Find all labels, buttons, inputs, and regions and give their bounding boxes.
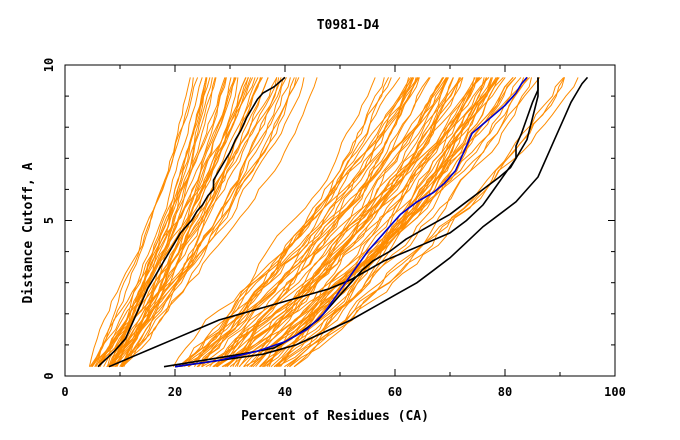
- y-tick-label: 5: [42, 217, 56, 224]
- model-curve-left: [88, 77, 194, 367]
- model-curve-right: [196, 77, 420, 368]
- x-tick-label: 100: [604, 385, 626, 399]
- model-curve-right: [215, 77, 460, 367]
- model-curve-right: [243, 77, 500, 368]
- model-curve-left: [99, 77, 227, 367]
- x-axis-label: Percent of Residues (CA): [241, 409, 429, 424]
- model-curve-right: [188, 77, 376, 368]
- series-line-4: [174, 76, 528, 368]
- model-curve-left: [111, 77, 297, 367]
- model-curve-left: [107, 77, 235, 367]
- model-curve-left: [121, 77, 291, 368]
- model-curve-left: [119, 77, 259, 367]
- model-curve-left: [90, 77, 226, 368]
- x-tick-label: 0: [61, 385, 68, 399]
- model-curve-right: [274, 77, 479, 368]
- model-curve-right: [198, 77, 390, 368]
- series-line-0: [97, 76, 286, 368]
- model-curve-right: [205, 77, 490, 368]
- model-curve-right: [225, 77, 464, 368]
- model-curve-right: [201, 77, 415, 367]
- plot-area: [88, 76, 589, 368]
- model-curve-left: [109, 77, 247, 367]
- model-curve-right: [172, 77, 419, 367]
- model-curve-right: [239, 77, 454, 367]
- model-curve-right: [226, 77, 462, 368]
- y-tick-label: 10: [42, 58, 56, 72]
- model-curve-left: [109, 77, 216, 367]
- axes: 0 20 40 60 80 100 0 5 10: [42, 58, 626, 399]
- model-curve-right: [268, 77, 475, 367]
- x-tick-label: 40: [278, 385, 292, 399]
- y-axis-label: Distance Cutoff, A: [21, 162, 36, 303]
- model-curve-right: [180, 77, 410, 368]
- model-curve-right: [264, 77, 485, 368]
- model-curve-left: [98, 77, 207, 367]
- x-tick-label: 20: [168, 385, 182, 399]
- model-curve-left: [121, 77, 237, 367]
- model-curve-left: [122, 77, 318, 367]
- model-curve-right: [293, 77, 541, 368]
- model-curve-right: [288, 77, 529, 368]
- model-curve-right: [216, 77, 447, 368]
- model-curve-left: [111, 77, 305, 368]
- model-curve-right: [236, 77, 449, 367]
- y-tick-label: 0: [42, 372, 56, 379]
- model-curve-right: [243, 77, 504, 368]
- model-curve-right: [213, 77, 497, 368]
- model-curve-left: [106, 77, 300, 368]
- x-tick-label: 80: [498, 385, 512, 399]
- model-curve-right: [221, 77, 460, 368]
- x-tick-label: 60: [388, 385, 402, 399]
- model-curve-right: [209, 77, 481, 368]
- model-curve-left: [121, 77, 262, 368]
- chart-title: T0981-D4: [317, 18, 380, 33]
- model-curve-right: [180, 77, 448, 368]
- model-curve-right: [213, 77, 517, 368]
- model-curve-right: [193, 77, 412, 367]
- model-curve-left: [94, 77, 256, 367]
- model-curve-right: [259, 77, 506, 368]
- model-curve-right: [201, 77, 414, 367]
- model-curve-left: [107, 77, 227, 367]
- series-line-3: [174, 76, 589, 368]
- model-curve-right: [252, 77, 517, 368]
- model-curve-left: [91, 77, 213, 367]
- model-curve-right: [225, 77, 431, 368]
- model-curve-left: [120, 77, 295, 367]
- model-curve-right: [284, 77, 565, 368]
